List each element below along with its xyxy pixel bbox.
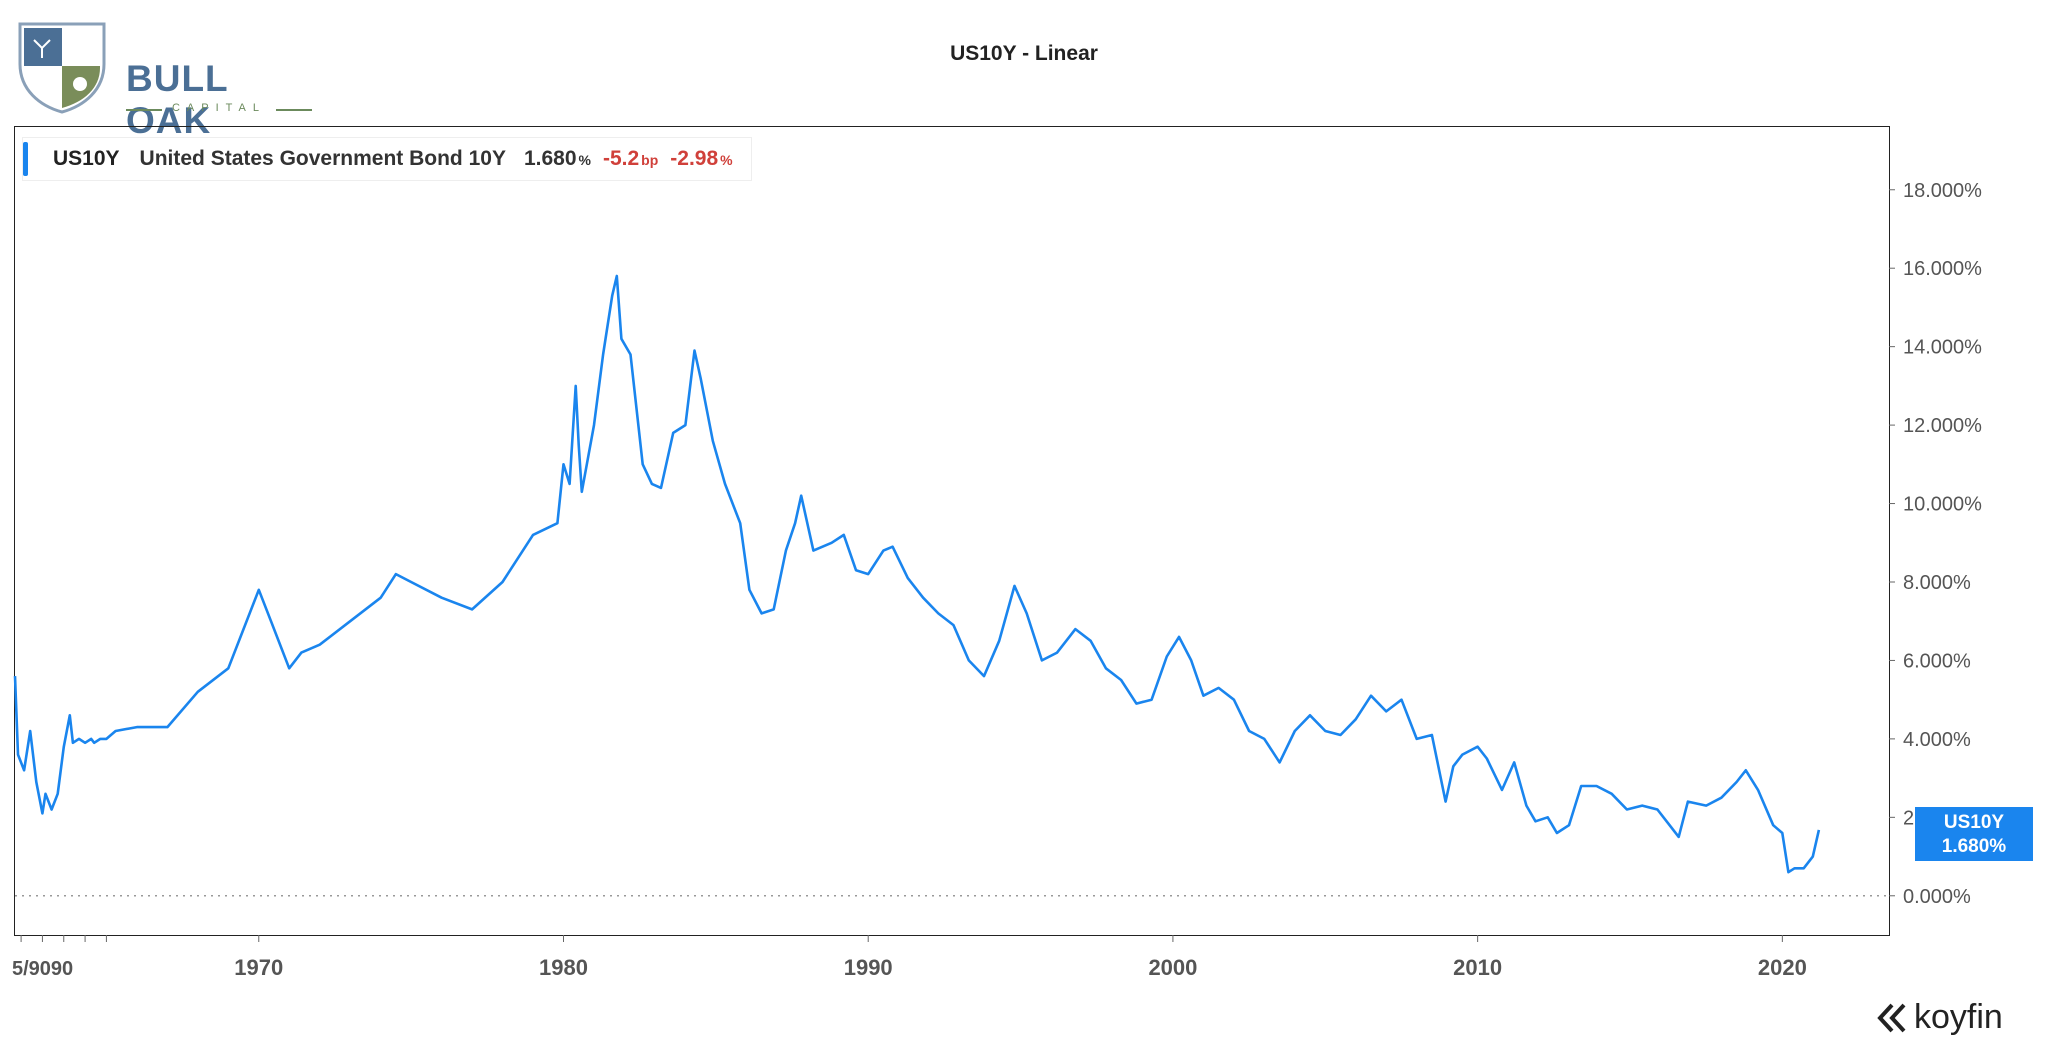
series-line-us10y [13, 274, 1821, 874]
legend-name: United States Government Bond 10Y [139, 147, 506, 170]
y-tick-label: 14.000% [1903, 337, 1982, 359]
plot-frame [14, 126, 1890, 936]
legend-change-pct: -2.98% [670, 147, 733, 170]
logo-rule-left [126, 109, 162, 111]
chart-title: US10Y - Linear [950, 42, 1098, 65]
koyfin-brand[interactable]: koyfin [1876, 998, 2003, 1037]
last-price-tag: US10Y 1.680% [1915, 807, 2033, 861]
y-axis: 0.000%2.000%4.000%6.000%8.000%10.000%12.… [1889, 180, 1982, 908]
x-tick-label-cluster: 5/9090 [12, 958, 73, 980]
x-tick-label: 1980 [539, 955, 588, 980]
x-tick-label: 1970 [234, 955, 283, 980]
y-tick-label: 0.000% [1903, 886, 1971, 908]
koyfin-wordmark: koyfin [1914, 998, 2003, 1036]
y-tick-label: 10.000% [1903, 494, 1982, 516]
koyfin-logo-icon [1877, 1003, 1906, 1032]
y-tick-label: 4.000% [1903, 729, 1971, 751]
y-tick-label: 12.000% [1903, 415, 1982, 437]
x-tick-label: 2020 [1758, 955, 1807, 980]
y-tick-label: 16.000% [1903, 258, 1982, 280]
y-tick-label: 18.000% [1903, 180, 1982, 202]
legend-change-bp: -5.2 bp [602, 147, 659, 170]
legend-color-swatch [23, 142, 28, 176]
x-tick-label: 2000 [1148, 955, 1197, 980]
y-tick-label: 8.000% [1903, 572, 1971, 594]
logo-subtitle: CAPITAL [171, 102, 267, 114]
legend-value: 1.680% [523, 147, 591, 170]
shield-logo-icon [18, 22, 106, 114]
legend-symbol: US10Y [53, 147, 120, 170]
x-axis: 1970 1980 1990 2000 2010 2020 [20, 935, 1807, 980]
brand-logo: BULL OAK CAPITAL [14, 18, 314, 141]
price-tag-value: 1.680% [1941, 836, 2007, 857]
x-tick-label: 1990 [844, 955, 893, 980]
x-tick-label: 2010 [1453, 955, 1502, 980]
y-tick-label: 6.000% [1903, 650, 1971, 672]
logo-rule-right [276, 109, 312, 111]
price-tag-symbol: US10Y [1943, 812, 2005, 833]
logo-wordmark: BULL OAK [126, 58, 228, 141]
series-legend[interactable]: US10Y United States Government Bond 10Y … [22, 137, 752, 181]
